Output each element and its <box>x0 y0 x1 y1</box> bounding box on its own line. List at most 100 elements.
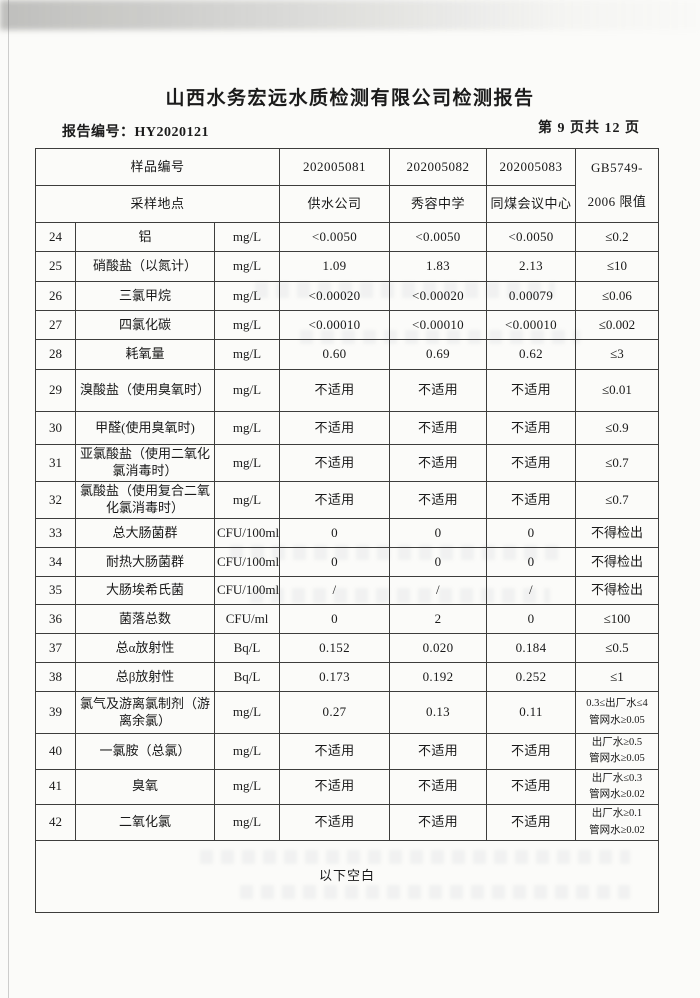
sample-id-label: 样品编号 <box>35 148 280 186</box>
value-sample-1: 0.152 <box>279 633 390 663</box>
report-number: 报告编号：HY2020121 <box>62 125 209 140</box>
value-sample-2: 0.192 <box>389 662 487 692</box>
value-sample-1: 0.60 <box>279 339 390 370</box>
limit-value: ≤100 <box>575 604 659 634</box>
unit: CFU/100ml <box>214 547 280 577</box>
value-sample-1: 不适用 <box>279 444 390 482</box>
value-sample-2: 0.69 <box>389 339 487 370</box>
value-sample-3: 0.62 <box>486 339 576 370</box>
unit: mg/L <box>214 251 280 282</box>
value-sample-1: 0 <box>279 518 390 548</box>
value-sample-1: 1.09 <box>279 251 390 282</box>
table-row: 39 氯气及游离氯制剂（游离余氯） mg/L 0.27 0.13 0.11 0.3≤出厂水≤… <box>35 691 659 734</box>
value-sample-2: 不适用 <box>389 444 487 482</box>
limit-line-2: 管网水≥0.02 <box>589 824 645 836</box>
table-row: 40 一氯胺（总氯） mg/L 不适用 不适用 不适用 出厂水≥0.5 管网水≥0.05 <box>35 733 659 770</box>
parameter-name: 一氯胺（总氯） <box>75 733 215 770</box>
limit-value: 0.3≤出厂水≤4 管网水≥0.05 <box>575 691 659 734</box>
limit-standard-line1: GB5749- <box>591 160 643 176</box>
page-indicator: 第 9 页共 12 页 <box>538 121 640 136</box>
unit: mg/L <box>214 339 280 370</box>
table-row: 30 甲醛(使用臭氧时) mg/L 不适用 不适用 不适用 ≤0.9 <box>35 411 659 445</box>
parameter-name: 三氯甲烷 <box>75 281 215 311</box>
value-sample-2: 不适用 <box>389 411 487 445</box>
limit-value: ≤0.9 <box>575 411 659 445</box>
table-row: 41 臭氧 mg/L 不适用 不适用 不适用 出厂水≤0.3 管网水≥0.02 <box>35 768 659 806</box>
table-row: 29 溴酸盐（使用臭氧时） mg/L 不适用 不适用 不适用 ≤0.01 <box>35 369 659 412</box>
unit: mg/L <box>214 768 280 806</box>
limit-value: ≤0.002 <box>575 310 659 340</box>
unit: mg/L <box>214 733 280 770</box>
row-number: 31 <box>35 444 76 482</box>
unit: Bq/L <box>214 633 280 663</box>
row-number: 42 <box>35 804 76 842</box>
unit: CFU/ml <box>214 604 280 634</box>
unit: CFU/100ml <box>214 576 280 605</box>
parameter-name: 总α放射性 <box>75 633 215 663</box>
value-sample-2: <0.0050 <box>389 222 487 252</box>
sample-id-2: 202005082 <box>389 148 487 186</box>
sample-id-1: 202005081 <box>279 148 390 186</box>
results-table: 样品编号 202005081 202005082 202005083 GB574… <box>35 148 659 914</box>
value-sample-1: 不适用 <box>279 411 390 445</box>
unit: mg/L <box>214 411 280 445</box>
parameter-name: 甲醛(使用臭氧时) <box>75 411 215 445</box>
limit-value: ≤0.01 <box>575 369 659 412</box>
limit-line-1: 0.3≤出厂水≤4 <box>586 698 648 710</box>
row-number: 26 <box>35 281 76 311</box>
limit-value: 不得检出 <box>575 576 659 605</box>
value-sample-3: 0 <box>486 518 576 548</box>
row-number: 36 <box>35 604 76 634</box>
value-sample-3: 不适用 <box>486 411 576 445</box>
limit-value: ≤0.7 <box>575 444 659 482</box>
limit-line-1: 出厂水≥0.5 <box>591 737 643 748</box>
table-row: 32 氯酸盐（使用复合二氧化氯消毒时） mg/L 不适用 不适用 不适用 ≤0.7 <box>35 481 659 519</box>
table-row: 38 总β放射性 Bq/L 0.173 0.192 0.252 ≤1 <box>35 662 659 692</box>
value-sample-1: 0 <box>279 547 390 577</box>
limit-value: ≤10 <box>575 251 659 282</box>
value-sample-2: <0.00010 <box>389 310 487 340</box>
scan-smudge-artifact <box>0 0 700 30</box>
row-number: 25 <box>35 251 76 282</box>
limit-value: 出厂水≥0.5 管网水≥0.05 <box>575 733 659 770</box>
limit-value: ≤1 <box>575 662 659 692</box>
table-row: 25 硝酸盐（以氮计） mg/L 1.09 1.83 2.13 ≤10 <box>35 251 659 282</box>
limit-value: ≤0.7 <box>575 481 659 519</box>
parameter-name: 亚氯酸盐（使用二氧化氯消毒时） <box>75 444 215 482</box>
value-sample-2: 不适用 <box>389 804 487 842</box>
value-sample-1: 0 <box>279 604 390 634</box>
parameter-name: 铝 <box>75 222 215 252</box>
value-sample-1: 不适用 <box>279 369 390 412</box>
value-sample-3: / <box>486 576 576 605</box>
row-number: 24 <box>35 222 76 252</box>
unit: mg/L <box>214 222 280 252</box>
limit-value: 出厂水≥0.1 管网水≥0.02 <box>575 804 659 842</box>
value-sample-2: 0 <box>389 518 487 548</box>
location-1: 供水公司 <box>279 185 390 223</box>
value-sample-2: <0.00020 <box>389 281 487 311</box>
value-sample-1: <0.00020 <box>279 281 390 311</box>
value-sample-2: 不适用 <box>389 369 487 412</box>
value-sample-1: 0.173 <box>279 662 390 692</box>
parameter-name: 总β放射性 <box>75 662 215 692</box>
unit: mg/L <box>214 691 280 734</box>
value-sample-1: / <box>279 576 390 605</box>
row-number: 41 <box>35 768 76 806</box>
value-sample-1: 不适用 <box>279 733 390 770</box>
value-sample-2: 1.83 <box>389 251 487 282</box>
value-sample-1: <0.0050 <box>279 222 390 252</box>
sample-id-3: 202005083 <box>486 148 576 186</box>
parameter-name: 耗氧量 <box>75 339 215 370</box>
limit-value: ≤0.2 <box>575 222 659 252</box>
row-number: 34 <box>35 547 76 577</box>
value-sample-3: 0.00079 <box>486 281 576 311</box>
parameter-name: 氯气及游离氯制剂（游离余氯） <box>75 691 215 734</box>
unit: mg/L <box>214 481 280 519</box>
value-sample-2: 不适用 <box>389 768 487 806</box>
row-number: 39 <box>35 691 76 734</box>
row-number: 32 <box>35 481 76 519</box>
location-3: 同煤会议中心 <box>486 185 576 223</box>
limit-value: ≤3 <box>575 339 659 370</box>
value-sample-1: 不适用 <box>279 804 390 842</box>
